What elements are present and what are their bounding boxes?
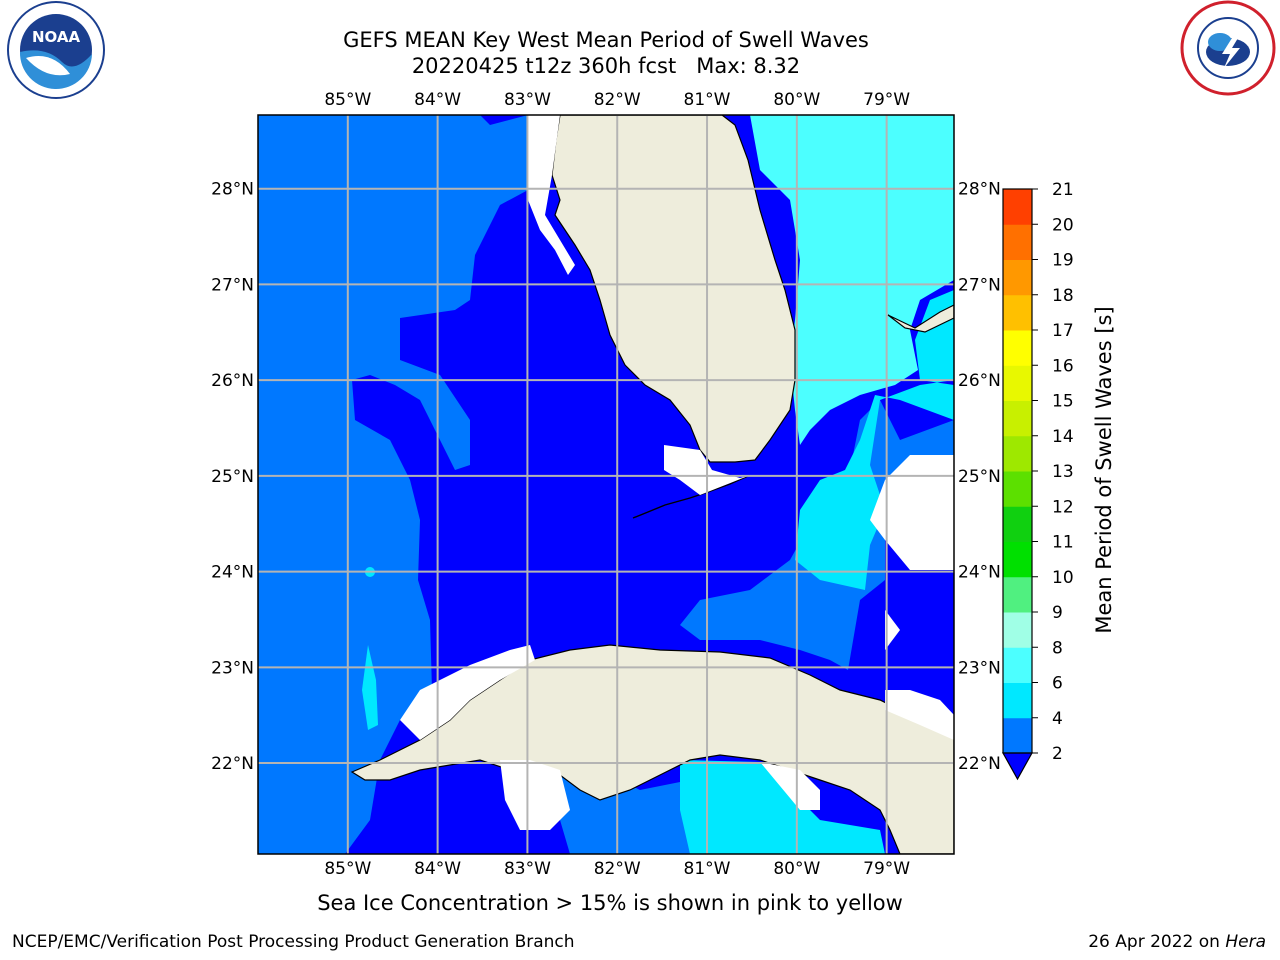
swell-band-4-6-south: [680, 760, 885, 854]
no-data-region: [885, 610, 900, 650]
lon-label-bottom: 79°W: [863, 859, 910, 879]
colorbar-tick-label: 9: [1052, 603, 1063, 623]
map-plot-area: [258, 115, 954, 854]
date-text: 26 Apr 2022 on: [1088, 932, 1226, 952]
colorbar-title: Mean Period of Swell Waves [s]: [1092, 306, 1116, 633]
colorbar-tick-label: 6: [1052, 674, 1063, 694]
lat-label-right: 24°N: [958, 563, 1001, 583]
lat-label-right: 22°N: [958, 754, 1001, 774]
land-florida-keys: [632, 475, 749, 519]
lat-label-left: 28°N: [211, 180, 254, 200]
lat-label-right: 28°N: [958, 180, 1001, 200]
colorbar-segment: [1003, 224, 1032, 260]
lon-label-top: 80°W: [773, 90, 820, 110]
lon-label-bottom: 84°W: [414, 859, 461, 879]
colorbar-tick-label: 21: [1052, 180, 1074, 200]
date-stamp: 26 Apr 2022 on Hera: [1088, 932, 1266, 952]
colorbar-tick-label: 15: [1052, 392, 1074, 412]
colorbar-segment: [1003, 576, 1032, 613]
lon-label-top: 83°W: [504, 90, 551, 110]
lat-label-left: 25°N: [211, 467, 254, 487]
noaa-logo: NOAA: [7, 1, 105, 99]
colorbar-segment: [1003, 189, 1032, 225]
colorbar-segment: [1003, 612, 1032, 648]
colorbar-segment: [1003, 541, 1032, 578]
lon-label-bottom: 80°W: [773, 859, 820, 879]
colorbar-tick-label: 18: [1052, 286, 1074, 306]
lon-label-bottom: 81°W: [684, 859, 731, 879]
sea-ice-note: Sea Ice Concentration > 15% is shown in …: [317, 891, 903, 915]
colorbar-segment: [1003, 435, 1032, 472]
lon-label-top: 81°W: [684, 90, 731, 110]
colorbar-tick-label: 12: [1052, 497, 1074, 517]
colorbar-tick-label: 16: [1052, 356, 1074, 376]
colorbar-segment: [1003, 259, 1032, 296]
colorbar-tick-label: 8: [1052, 638, 1063, 658]
gridlines: [258, 115, 954, 854]
colorbar-tick-label: 14: [1052, 427, 1074, 447]
lat-label-right: 27°N: [958, 275, 1001, 295]
lat-label-left: 23°N: [211, 658, 254, 678]
no-data-region: [664, 445, 748, 495]
colorbar-segment: [1003, 330, 1032, 366]
lon-label-top: 85°W: [324, 90, 371, 110]
colorbar-tick-label: 19: [1052, 251, 1074, 271]
map-frame: [257, 114, 955, 855]
colorbar-segment: [1003, 717, 1032, 754]
colorbar-segment: [1003, 400, 1032, 437]
colorbar-tick-label: 10: [1052, 568, 1074, 588]
lat-label-right: 26°N: [958, 371, 1001, 391]
colorbar-tick-label: 2: [1052, 744, 1063, 764]
swell-band-6-8-east: [750, 115, 954, 445]
colorbar-segment: [1003, 294, 1032, 331]
lat-label-left: 24°N: [211, 563, 254, 583]
no-data-region: [400, 645, 535, 740]
colorbar-segment: [1003, 471, 1032, 507]
no-data-region: [870, 455, 954, 570]
lat-label-right: 23°N: [958, 658, 1001, 678]
lat-label-left: 26°N: [211, 371, 254, 391]
colorbar-tick-label: 20: [1052, 215, 1074, 235]
lon-label-bottom: 82°W: [594, 859, 641, 879]
colorbar-tick-label: 13: [1052, 462, 1074, 482]
lon-label-bottom: 85°W: [324, 859, 371, 879]
lat-label-left: 22°N: [211, 754, 254, 774]
colorbar-under-arrow: [1001, 752, 1034, 781]
chart-subtitle: 20220425 t12z 360h fcst Max: 8.32: [411, 54, 801, 78]
colorbar-segment: [1003, 365, 1032, 401]
no-data-region: [528, 115, 575, 275]
swell-band-4-6-east: [795, 290, 954, 590]
no-data-region: [885, 690, 954, 740]
swell-spot: [362, 645, 378, 730]
no-data-region: [760, 762, 820, 810]
land-bahamas-north: [887, 304, 954, 333]
colorbar-tick-label: 4: [1052, 709, 1063, 729]
colorbar-tick-label: 17: [1052, 321, 1074, 341]
colorbar-segment: [1003, 682, 1032, 719]
no-data-region: [500, 760, 570, 830]
colorbar-tick-label: 11: [1052, 533, 1074, 553]
colorbar-segment: [1003, 506, 1032, 542]
lon-label-bottom: 83°W: [504, 859, 551, 879]
noaa-logo-text: NOAA: [32, 28, 81, 46]
colorbar: 2 4 6 8 9 10 11 12 13 14 15 16 17 18 19 20 21: [1001, 180, 1074, 781]
credit-text: NCEP/EMC/Verification Post Processing Pr…: [12, 932, 575, 952]
lon-label-top: 82°W: [594, 90, 641, 110]
lon-label-top: 84°W: [414, 90, 461, 110]
lon-label-top: 79°W: [863, 90, 910, 110]
chart-title: GEFS MEAN Key West Mean Period of Swell …: [343, 28, 869, 52]
lat-label-right: 25°N: [958, 467, 1001, 487]
lat-label-left: 27°N: [211, 275, 254, 295]
machine-name: Hera: [1225, 932, 1266, 952]
colorbar-segment: [1003, 647, 1032, 683]
swell-band-2-4-west: [258, 115, 528, 854]
tick-labels: 85°W 85°W 84°W 84°W 83°W 83°W 82°W 82°W 81°W 81°W…: [211, 90, 1001, 879]
nws-logo: [1180, 0, 1276, 96]
